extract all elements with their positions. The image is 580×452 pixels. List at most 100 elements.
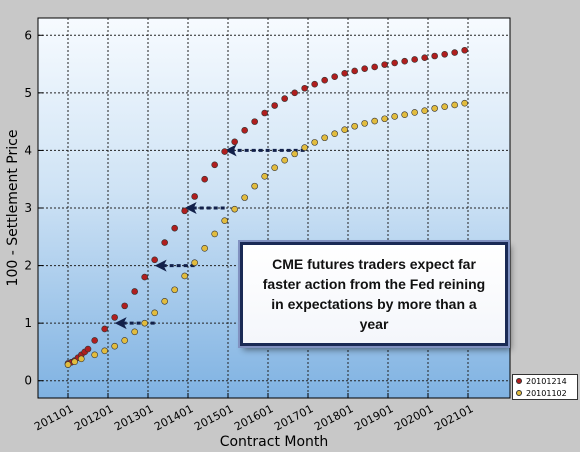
data-point — [391, 59, 398, 67]
data-point — [211, 161, 218, 169]
data-point — [181, 272, 188, 280]
data-point — [431, 52, 438, 60]
data-point — [441, 103, 448, 110]
x-tick-label: 201101 — [32, 402, 75, 433]
x-tick-label: 202101 — [432, 402, 475, 433]
y-tick-label: 2 — [24, 259, 32, 273]
x-tick-label: 201801 — [312, 402, 355, 433]
arrow-head — [184, 202, 197, 214]
points-layer — [64, 46, 468, 368]
legend-label: 20101214 — [526, 376, 567, 386]
y-tick-label: 1 — [24, 316, 32, 330]
data-point — [111, 314, 118, 321]
data-point — [301, 84, 308, 92]
data-point — [321, 76, 328, 84]
data-point — [401, 111, 408, 119]
legend-entry: 20101102 — [513, 387, 577, 399]
legend-marker — [516, 378, 522, 384]
data-point — [201, 175, 208, 183]
y-axis-ticks: 0 1 2 3 4 5 6 — [24, 28, 43, 388]
data-point — [191, 193, 198, 200]
data-point — [64, 361, 72, 368]
y-tick-label: 3 — [24, 201, 32, 215]
data-point — [78, 355, 85, 363]
data-point — [231, 205, 238, 213]
x-tick-label: 201501 — [192, 402, 235, 433]
data-point — [391, 113, 398, 120]
data-point — [421, 107, 428, 114]
data-point — [361, 65, 368, 72]
data-point — [151, 309, 158, 317]
y-tick-label: 5 — [24, 86, 32, 100]
arrow-head — [114, 317, 127, 330]
x-tick-label: 202001 — [392, 402, 435, 433]
arrow-head — [224, 144, 237, 157]
data-point — [371, 117, 378, 125]
data-point — [84, 345, 92, 353]
annotation-box: CME futures traders expect far faster ac… — [240, 242, 508, 346]
data-point — [221, 217, 228, 224]
data-point — [451, 49, 458, 56]
data-point — [301, 144, 308, 151]
data-point — [341, 69, 348, 77]
data-point — [361, 120, 368, 127]
data-point — [161, 239, 168, 246]
data-point — [291, 150, 298, 158]
data-point — [141, 319, 148, 327]
data-point — [411, 109, 418, 116]
data-point — [251, 182, 258, 190]
annotation-text: CME futures traders expect far faster ac… — [262, 256, 486, 332]
data-point — [371, 63, 378, 71]
legend-marker — [516, 390, 522, 396]
x-tick-label: 201201 — [72, 402, 115, 433]
data-point — [381, 115, 388, 123]
data-point — [281, 156, 288, 164]
data-point — [121, 337, 128, 344]
data-point — [141, 273, 148, 281]
legend-entry: 20101214 — [513, 375, 577, 387]
legend-label: 20101102 — [526, 388, 567, 398]
arrow-head — [154, 259, 167, 272]
arrows-layer — [114, 144, 305, 330]
data-point — [111, 342, 118, 350]
data-point — [351, 67, 358, 75]
legend: 20101214 20101102 — [512, 374, 578, 400]
data-point — [401, 57, 408, 65]
data-point — [241, 194, 248, 201]
data-point — [181, 207, 188, 215]
data-point — [321, 134, 328, 142]
data-point — [231, 138, 238, 146]
data-point — [281, 95, 288, 102]
data-point — [101, 325, 108, 333]
x-axis-ticks: 2011012012012013012014012015012016012017… — [32, 393, 475, 433]
data-point — [161, 297, 168, 305]
data-point — [331, 130, 338, 138]
data-point — [451, 101, 458, 109]
y-axis-label: 100 - Settlement Price — [5, 130, 21, 287]
data-point — [351, 122, 358, 130]
data-point — [291, 89, 298, 97]
data-point — [101, 347, 108, 355]
data-point — [91, 351, 98, 359]
x-tick-label: 201701 — [272, 402, 315, 433]
y-tick-label: 6 — [24, 28, 32, 42]
data-point — [461, 46, 468, 54]
data-point — [261, 109, 268, 117]
y-tick-label: 0 — [24, 374, 32, 388]
data-point — [211, 230, 218, 238]
data-point — [311, 139, 318, 146]
data-point — [411, 56, 418, 63]
x-tick-label: 201401 — [152, 402, 195, 433]
data-point — [461, 99, 468, 107]
x-tick-label: 201601 — [232, 402, 275, 433]
y-tick-label: 4 — [24, 143, 32, 157]
data-point — [331, 73, 338, 81]
x-tick-label: 201901 — [352, 402, 395, 433]
data-point — [221, 148, 228, 155]
data-point — [251, 118, 258, 125]
data-point — [381, 61, 388, 68]
data-point — [191, 259, 198, 266]
data-point — [121, 302, 128, 310]
x-axis-label: Contract Month — [220, 434, 329, 450]
